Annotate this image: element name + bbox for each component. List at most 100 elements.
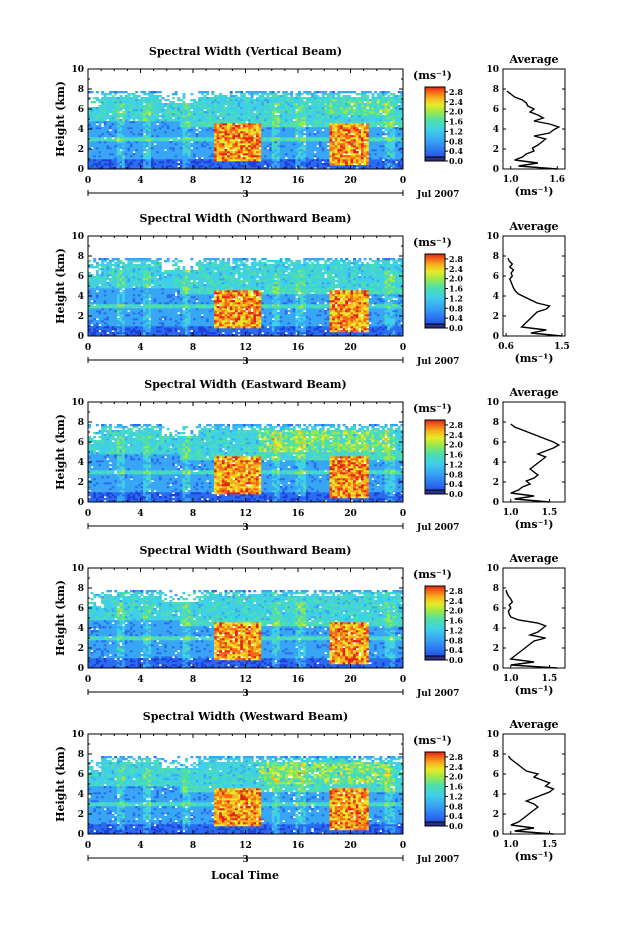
heatmap-cell [277,107,280,110]
heatmap-cell [98,292,102,295]
heatmap-cell [355,139,359,142]
heatmap-cell [308,117,312,120]
heatmap-cell [345,123,349,126]
heatmap-cell [153,149,157,152]
heatmap-cell [232,135,236,138]
heatmap-cell [179,105,183,108]
heatmap-cell [397,145,401,148]
heatmap-cell [109,322,112,325]
heatmap-cell [358,135,362,138]
heatmap-cell [185,131,189,134]
heatmap-cell [229,111,233,114]
heatmap-cell [135,135,139,138]
heatmap-cell [305,105,309,108]
heatmap-cell [227,147,231,150]
heatmap-cell [308,159,312,162]
heatmap-cell [321,153,325,156]
heatmap-cell [219,163,223,166]
heatmap-cell [379,129,383,132]
heatmap-cell [140,147,144,150]
heatmap-cell [106,143,110,146]
heatmap-cell [256,155,259,158]
heatmap-cell [122,332,126,335]
heatmap-cell [169,137,173,140]
heatmap-cell [311,149,315,152]
heatmap-cell [109,149,112,152]
heatmap-cell [277,105,280,108]
heatmap-cell [340,117,343,120]
heatmap-cell [153,163,157,166]
heatmap-cell [353,161,357,164]
heatmap-cell [124,101,128,104]
heatmap-cell [106,324,110,327]
heatmap-cell [258,131,262,134]
heatmap-cell [397,129,401,132]
heatmap-cell [337,121,341,124]
heatmap-cell [250,133,254,136]
heatmap-cell [208,97,212,100]
heatmap-cell [308,119,312,122]
heatmap-cell [366,101,370,104]
heatmap-cell [379,165,383,168]
heatmap-cell [263,121,267,124]
heatmap-cell [174,115,178,118]
heatmap-cell [308,111,312,114]
heatmap-cell [397,161,401,164]
heatmap-cell [206,145,210,148]
heatmap-cell [350,111,354,114]
heatmap-cell [229,141,233,144]
heatmap-cell [103,280,107,283]
heatmap-cell [116,276,120,279]
heatmap-cell [111,121,115,124]
heatmap-cell [313,125,317,128]
heatmap-cell [347,101,351,104]
heatmap-cell [397,167,401,170]
heatmap-cell [88,264,91,267]
heatmap-cell [266,125,270,128]
heatmap-cell [266,165,270,168]
heatmap-cell [235,121,238,124]
heatmap-cell [103,127,107,130]
heatmap-cell [148,135,152,138]
heatmap-cell [106,330,110,333]
heatmap-cell [101,149,105,152]
heatmap-cell [305,135,309,138]
heatmap-cell [329,115,333,118]
heatmap-cell [116,153,120,156]
heatmap-cell [258,99,262,102]
heatmap-cell [116,294,120,297]
heatmap-cell [284,99,288,102]
heatmap-cell [145,163,149,166]
heatmap-cell [101,294,105,297]
heatmap-cell [93,141,97,144]
heatmap-cell [109,145,112,148]
heatmap-cell [308,105,312,108]
heatmap-cell [342,159,346,162]
heatmap-cell [350,99,354,102]
heatmap-cell [132,111,136,114]
heatmap-cell [98,316,102,319]
heatmap-cell [109,111,112,114]
heatmap-cell [300,107,304,110]
heatmap-cell [172,107,175,110]
heatmap-cell [216,143,220,146]
heatmap-cell [342,101,346,104]
heatmap-cell [127,143,131,146]
heatmap-cell [88,324,91,327]
heatmap-cell [195,151,199,154]
heatmap-cell [211,93,215,96]
heatmap-cell [111,131,115,134]
heatmap-cell [203,127,207,130]
heatmap-cell [376,163,380,166]
heatmap-cell [109,97,112,100]
heatmap-cell [229,155,233,158]
heatmap-cell [263,161,267,164]
heatmap-cell [287,135,291,138]
heatmap-cell [109,304,112,307]
heatmap-cell [169,153,173,156]
heatmap-cell [164,159,168,162]
heatmap-cell [98,145,102,148]
heatmap-cell [164,135,168,138]
heatmap-cell [137,145,141,148]
heatmap-cell [274,155,278,158]
